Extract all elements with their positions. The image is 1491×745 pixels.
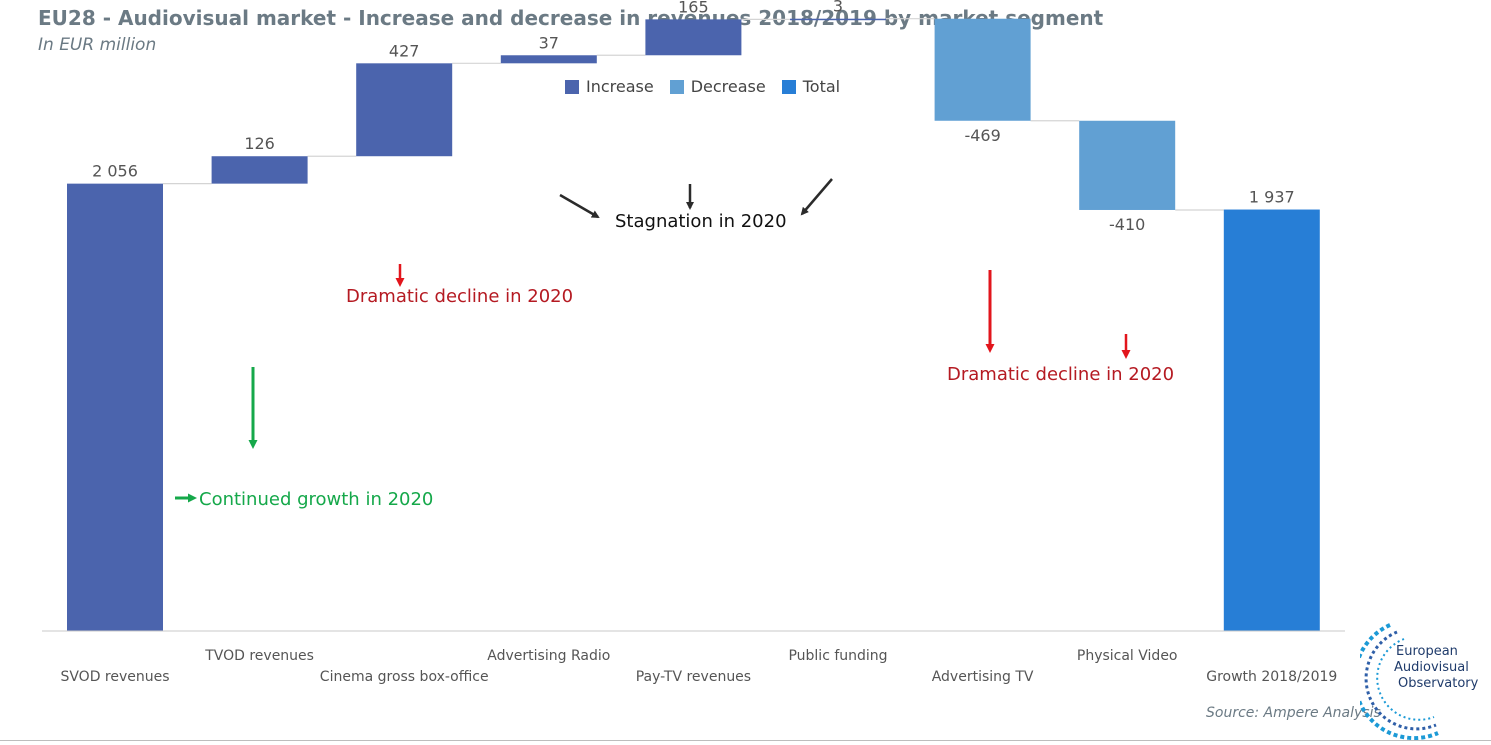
- value-label-3: 427: [389, 41, 420, 60]
- bar-9: [1223, 209, 1320, 631]
- bar-1: [67, 183, 163, 631]
- value-label-9: 1 937: [1249, 188, 1295, 207]
- connector-lines: [163, 18, 1224, 211]
- value-labels: 2 056 126 427 37 165 3 -469 -410 1 937: [92, 0, 1295, 234]
- arrow-stagnation-left: [559, 193, 600, 219]
- logo-line-3: Observatory: [1398, 676, 1479, 691]
- category-label-5: Pay-TV revenues: [636, 669, 751, 685]
- bar-6: [790, 18, 886, 21]
- legend-item-decrease: Decrease: [669, 77, 766, 96]
- category-label-4: Advertising Radio: [487, 648, 610, 664]
- category-labels: SVOD revenues TVOD revenues Cinema gross b…: [60, 648, 1337, 685]
- legend-label-total: Total: [802, 77, 841, 96]
- category-label-9: Growth 2018/2019: [1206, 669, 1337, 685]
- bar-8: [1079, 120, 1176, 210]
- bars: [67, 18, 1320, 631]
- bottom-rule: [0, 740, 1491, 741]
- bar-2: [211, 156, 308, 184]
- value-label-8: -410: [1109, 215, 1145, 234]
- value-label-2: 126: [244, 134, 275, 153]
- annotation-decline-tv-video: Dramatic decline in 2020: [947, 364, 1174, 385]
- value-label-5: 165: [678, 0, 709, 16]
- bar-3: [356, 63, 453, 157]
- category-label-2: TVOD revenues: [204, 648, 314, 664]
- value-label-7: -469: [964, 126, 1000, 145]
- legend-swatch-increase: [565, 79, 579, 94]
- legend: Increase Decrease Total: [565, 77, 840, 96]
- category-label-3: Cinema gross box-office: [320, 669, 489, 685]
- annotation-continued-growth: Continued growth in 2020: [199, 489, 433, 510]
- chart-title: EU28 - Audiovisual market - Increase and…: [38, 6, 1104, 30]
- logo-line-1: European: [1396, 644, 1458, 659]
- chart-subtitle: In EUR million: [38, 35, 157, 55]
- annotation-stagnation: Stagnation in 2020: [615, 211, 787, 232]
- legend-label-increase: Increase: [586, 77, 654, 96]
- legend-label-decrease: Decrease: [690, 77, 766, 96]
- bar-5: [645, 19, 742, 56]
- legend-item-total: Total: [781, 77, 841, 96]
- logo-line-2: Audiovisual: [1394, 660, 1469, 675]
- value-label-4: 37: [539, 33, 559, 52]
- bar-7: [934, 18, 1031, 121]
- source-note: Source: Ampere Analysis: [1206, 705, 1381, 721]
- legend-swatch-decrease: [669, 79, 684, 94]
- bar-4: [500, 55, 597, 64]
- observatory-logo: European Audiovisual Observatory: [1360, 623, 1479, 740]
- category-label-8: Physical Video: [1077, 648, 1178, 664]
- category-label-6: Public funding: [788, 648, 887, 664]
- value-label-1: 2 056: [92, 162, 138, 181]
- logo-swirl-icon: [1360, 623, 1439, 740]
- annotation-decline-cinema: Dramatic decline in 2020: [346, 286, 573, 307]
- category-label-7: Advertising TV: [932, 669, 1034, 685]
- category-label-1: SVOD revenues: [60, 669, 169, 685]
- value-label-6: 3: [833, 0, 843, 16]
- legend-item-increase: Increase: [565, 77, 654, 96]
- legend-swatch-total: [781, 79, 796, 94]
- arrow-stagnation-right: [800, 178, 833, 216]
